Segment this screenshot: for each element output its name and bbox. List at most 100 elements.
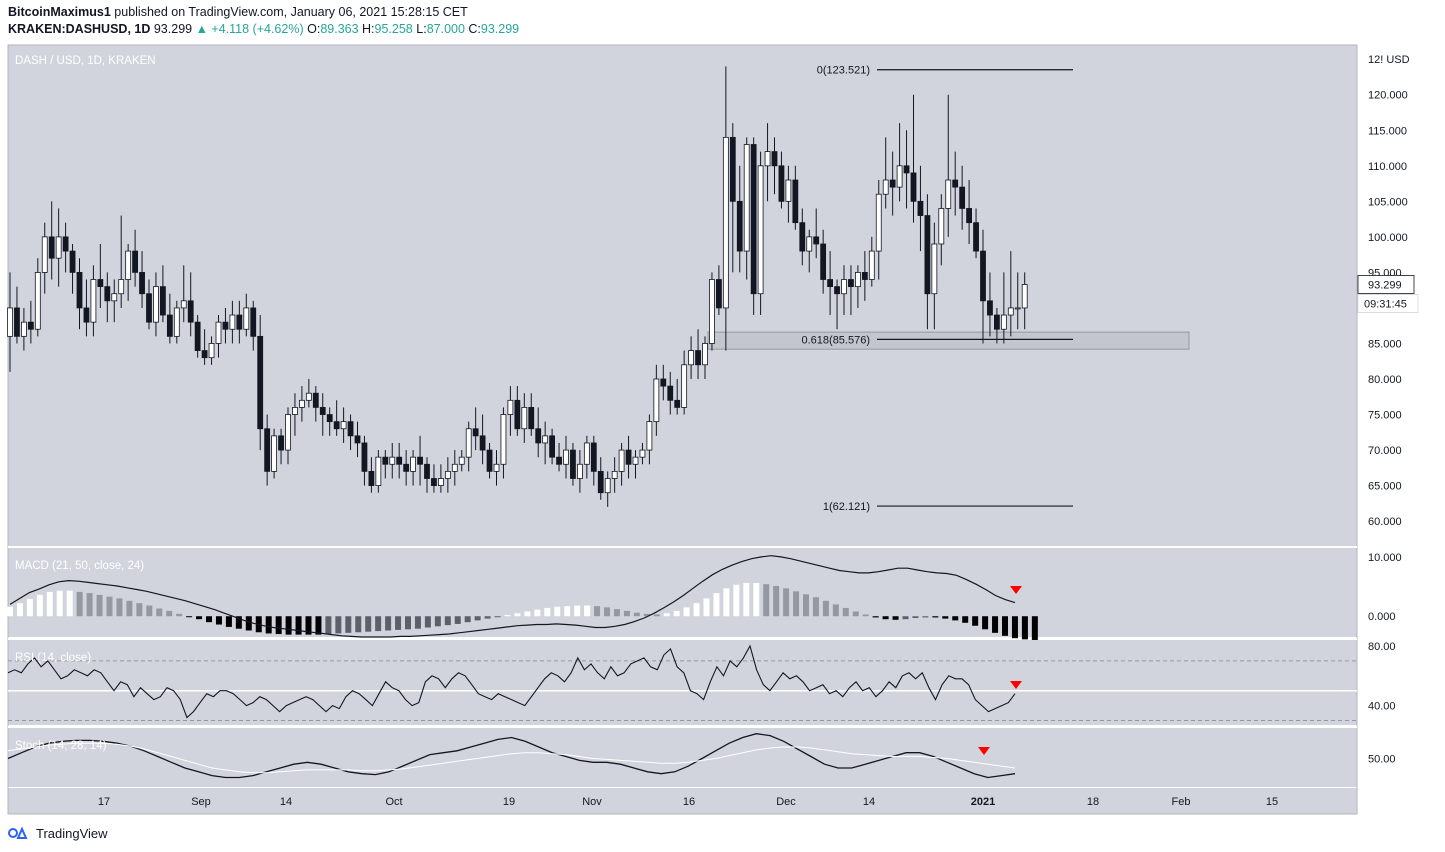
candle-down [104, 286, 111, 302]
macd-histogram-bar [166, 610, 173, 617]
candle-up [583, 442, 590, 465]
symbol-name: KRAKEN:DASHUSD, 1D [8, 22, 151, 36]
candle-down [994, 314, 1000, 330]
macd-histogram-bar [454, 616, 461, 624]
macd-histogram-bar [444, 616, 451, 626]
macd-histogram-bar [345, 616, 352, 633]
price-tick-label: 105.000 [1368, 196, 1408, 208]
candle-down [820, 243, 827, 280]
fib-level-label: 0(123.521) [817, 65, 870, 77]
macd-histogram-bar [325, 616, 332, 635]
macd-histogram-bar [892, 616, 899, 620]
candle-down [813, 236, 820, 245]
candle-up [563, 449, 569, 465]
main-pane-title: DASH / USD, 1D, KRAKEN [15, 55, 156, 67]
candle-up [855, 272, 861, 288]
candle-down [959, 186, 966, 209]
candle-up [931, 243, 938, 295]
pane-4-background [8, 728, 1357, 787]
macd-histogram-bar [922, 616, 929, 618]
macd-histogram-bar [604, 607, 610, 617]
candle-up [542, 435, 549, 444]
candle-up [173, 307, 180, 337]
macd-histogram-bar [176, 613, 183, 617]
candle-down [667, 385, 674, 401]
candle-down [910, 172, 917, 202]
candle-up [180, 300, 187, 309]
candle-up [458, 456, 465, 465]
candle-down [27, 321, 34, 330]
macd-histogram-bar [215, 616, 222, 625]
candle-down [799, 222, 806, 252]
macd-tick-label: 0.000 [1368, 611, 1396, 623]
macd-histogram-bar [942, 616, 949, 619]
footer-brand[interactable]: TradingView [36, 825, 108, 841]
candle-up [285, 414, 291, 451]
price-tick-label: 110.000 [1368, 161, 1407, 173]
candle-up [945, 179, 952, 209]
candle-down [146, 293, 152, 323]
candle-up [243, 307, 250, 330]
macd-histogram-bar [812, 597, 819, 617]
candle-down [549, 435, 555, 458]
macd-histogram-bar [623, 610, 630, 617]
pane-3-background [8, 640, 1357, 725]
candle-up [681, 364, 688, 408]
macd-histogram-bar [56, 590, 63, 617]
macd-histogram-bar [852, 611, 859, 617]
last-price-box [1357, 275, 1415, 294]
macd-histogram-bar [395, 616, 402, 630]
candle-up [882, 179, 889, 195]
time-tick-label: 2021 [971, 796, 995, 808]
candle-up [34, 272, 41, 330]
macd-histogram-bar [713, 593, 720, 617]
candle-down [472, 428, 479, 437]
candle-up [577, 463, 583, 479]
candle-up [1021, 284, 1028, 309]
candle-down [83, 307, 90, 323]
chart-area[interactable]: 60.00065.00070.00075.00080.00085.00095.0… [0, 0, 1445, 822]
macd-histogram-bar [693, 603, 700, 617]
stoch-red-marker-icon [978, 747, 990, 755]
candle-up [1007, 307, 1014, 316]
candle-down [736, 200, 743, 252]
macd-histogram-bar [504, 615, 511, 617]
time-tick-label: Sep [191, 796, 211, 808]
candle-down [750, 144, 757, 295]
macd-histogram-bar [613, 609, 620, 617]
macd-histogram-bar [633, 612, 640, 617]
macd-histogram-bar [136, 603, 143, 617]
candle-up [153, 286, 159, 323]
macd-histogram-bar [952, 616, 959, 621]
candle-down [834, 286, 840, 295]
author-name[interactable]: BitcoinMaximus1 [8, 5, 111, 19]
macd-histogram-bar [793, 591, 800, 617]
candle-down [514, 399, 521, 430]
macd-histogram-bar [962, 616, 969, 623]
macd-histogram-bar [673, 610, 680, 617]
macd-histogram-bar [474, 616, 481, 621]
macd-histogram-bar [86, 593, 93, 617]
candle-up [1000, 314, 1007, 330]
price-tick-label: 65.000 [1368, 481, 1402, 493]
price-tick-label: 100.000 [1368, 232, 1408, 244]
macd-histogram-bar [76, 591, 83, 617]
candle-down [417, 456, 423, 465]
price-change: ▲ +4.118 (+4.62%) [195, 22, 304, 36]
candle-up [292, 407, 298, 415]
stoch-d-line [7, 742, 1016, 774]
candle-up [632, 456, 639, 465]
candle-down [660, 378, 667, 387]
price-tick-label: 60.000 [1368, 516, 1402, 528]
macd-histogram-bar [763, 584, 770, 617]
time-tick-label: Nov [582, 796, 602, 808]
macd-histogram-bar [26, 599, 33, 617]
low-value: 87.000 [426, 22, 465, 36]
macd-histogram-bar [663, 613, 670, 617]
tradingview-logo-icon[interactable] [8, 826, 30, 840]
candle-up [375, 456, 382, 486]
countdown-label: 09:31:45 [1364, 298, 1407, 310]
candle-up [604, 478, 611, 494]
macd-histogram-bar [872, 616, 879, 618]
candle-down [201, 350, 208, 359]
